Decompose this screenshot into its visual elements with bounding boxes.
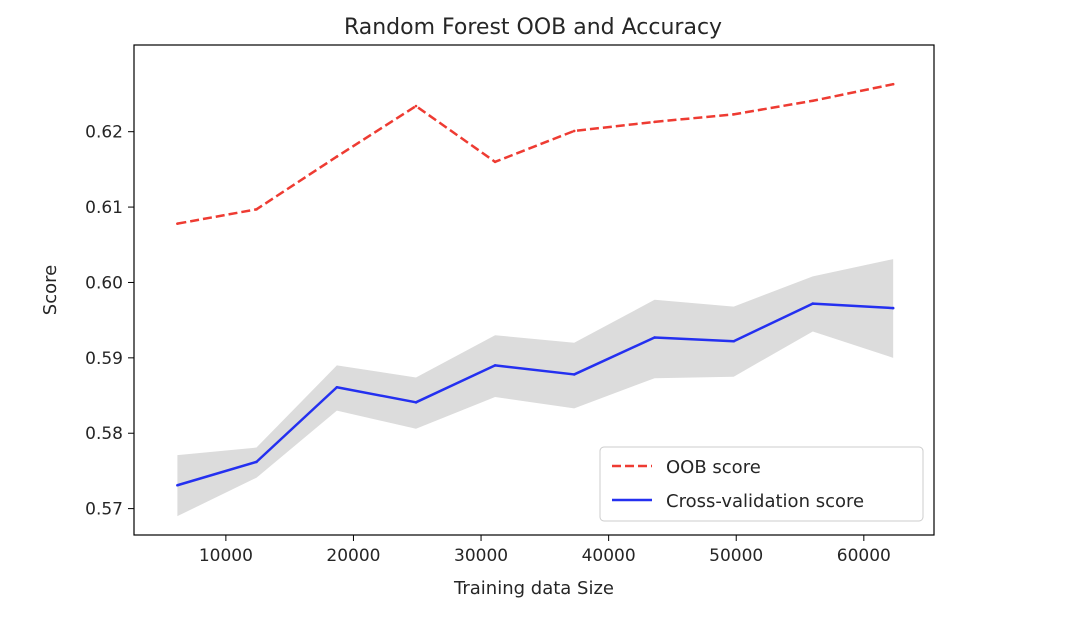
data-point-s1-2 bbox=[335, 385, 339, 389]
data-point-s0-6 bbox=[653, 120, 656, 124]
legend-label-cv: Cross-validation score bbox=[666, 491, 864, 512]
data-point-s0-4 bbox=[493, 160, 497, 164]
legend-label-oob: OOB score bbox=[666, 457, 761, 478]
legend: OOB score Cross-validation score bbox=[599, 446, 924, 522]
data-point-s0-7 bbox=[732, 113, 735, 116]
data-point-s1-7 bbox=[732, 339, 735, 343]
data-point-s0-0 bbox=[176, 222, 179, 225]
chart-title: Random Forest OOB and Accuracy bbox=[344, 15, 722, 40]
y-tick-label-0: 0.57 bbox=[85, 500, 123, 520]
data-point-s0-8 bbox=[811, 99, 815, 103]
x-tick-label-2: 30000 bbox=[454, 546, 508, 566]
y-tick-label-3: 0.60 bbox=[85, 273, 123, 293]
y-axis-label: Score bbox=[40, 265, 61, 315]
data-point-s1-3 bbox=[414, 401, 418, 404]
data-point-s1-6 bbox=[653, 336, 656, 339]
data-point-s1-8 bbox=[811, 302, 815, 305]
y-tick-label-1: 0.58 bbox=[85, 424, 123, 444]
data-point-s1-4 bbox=[493, 364, 497, 367]
series-lines bbox=[176, 82, 895, 487]
data-point-s0-5 bbox=[572, 129, 576, 133]
data-point-s0-2 bbox=[335, 155, 339, 158]
confidence-bands bbox=[177, 259, 894, 517]
y-axis-ticks: 0.57 0.58 0.59 0.60 0.61 0.62 bbox=[85, 123, 134, 520]
data-point-s1-0 bbox=[176, 483, 179, 487]
y-tick-label-2: 0.59 bbox=[85, 349, 123, 369]
data-point-s1-5 bbox=[572, 373, 576, 376]
data-point-s0-9 bbox=[891, 82, 895, 86]
x-tick-label-1: 20000 bbox=[326, 546, 380, 566]
y-tick-label-4: 0.61 bbox=[85, 198, 123, 218]
y-tick-label-5: 0.62 bbox=[85, 123, 123, 143]
plot-frame bbox=[133, 44, 935, 536]
x-tick-label-4: 50000 bbox=[709, 546, 763, 566]
confidence-band-1 bbox=[177, 259, 894, 517]
series-line-0 bbox=[177, 82, 894, 225]
series-line-1 bbox=[177, 302, 894, 487]
data-point-s0-1 bbox=[255, 208, 258, 211]
x-tick-label-0: 10000 bbox=[199, 546, 253, 566]
data-point-s0-3 bbox=[414, 104, 418, 108]
data-point-s1-9 bbox=[891, 306, 895, 310]
x-tick-label-5: 60000 bbox=[837, 546, 891, 566]
x-axis-ticks: 10000 20000 30000 40000 50000 60000 bbox=[199, 535, 891, 566]
legend-box bbox=[599, 446, 924, 522]
data-point-s1-1 bbox=[255, 460, 258, 464]
x-axis-label: Training data Size bbox=[453, 578, 614, 599]
x-tick-label-3: 40000 bbox=[582, 546, 636, 566]
